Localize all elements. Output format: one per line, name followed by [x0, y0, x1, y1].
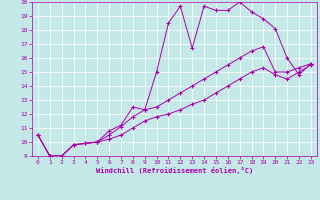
X-axis label: Windchill (Refroidissement éolien,°C): Windchill (Refroidissement éolien,°C) [96, 167, 253, 174]
